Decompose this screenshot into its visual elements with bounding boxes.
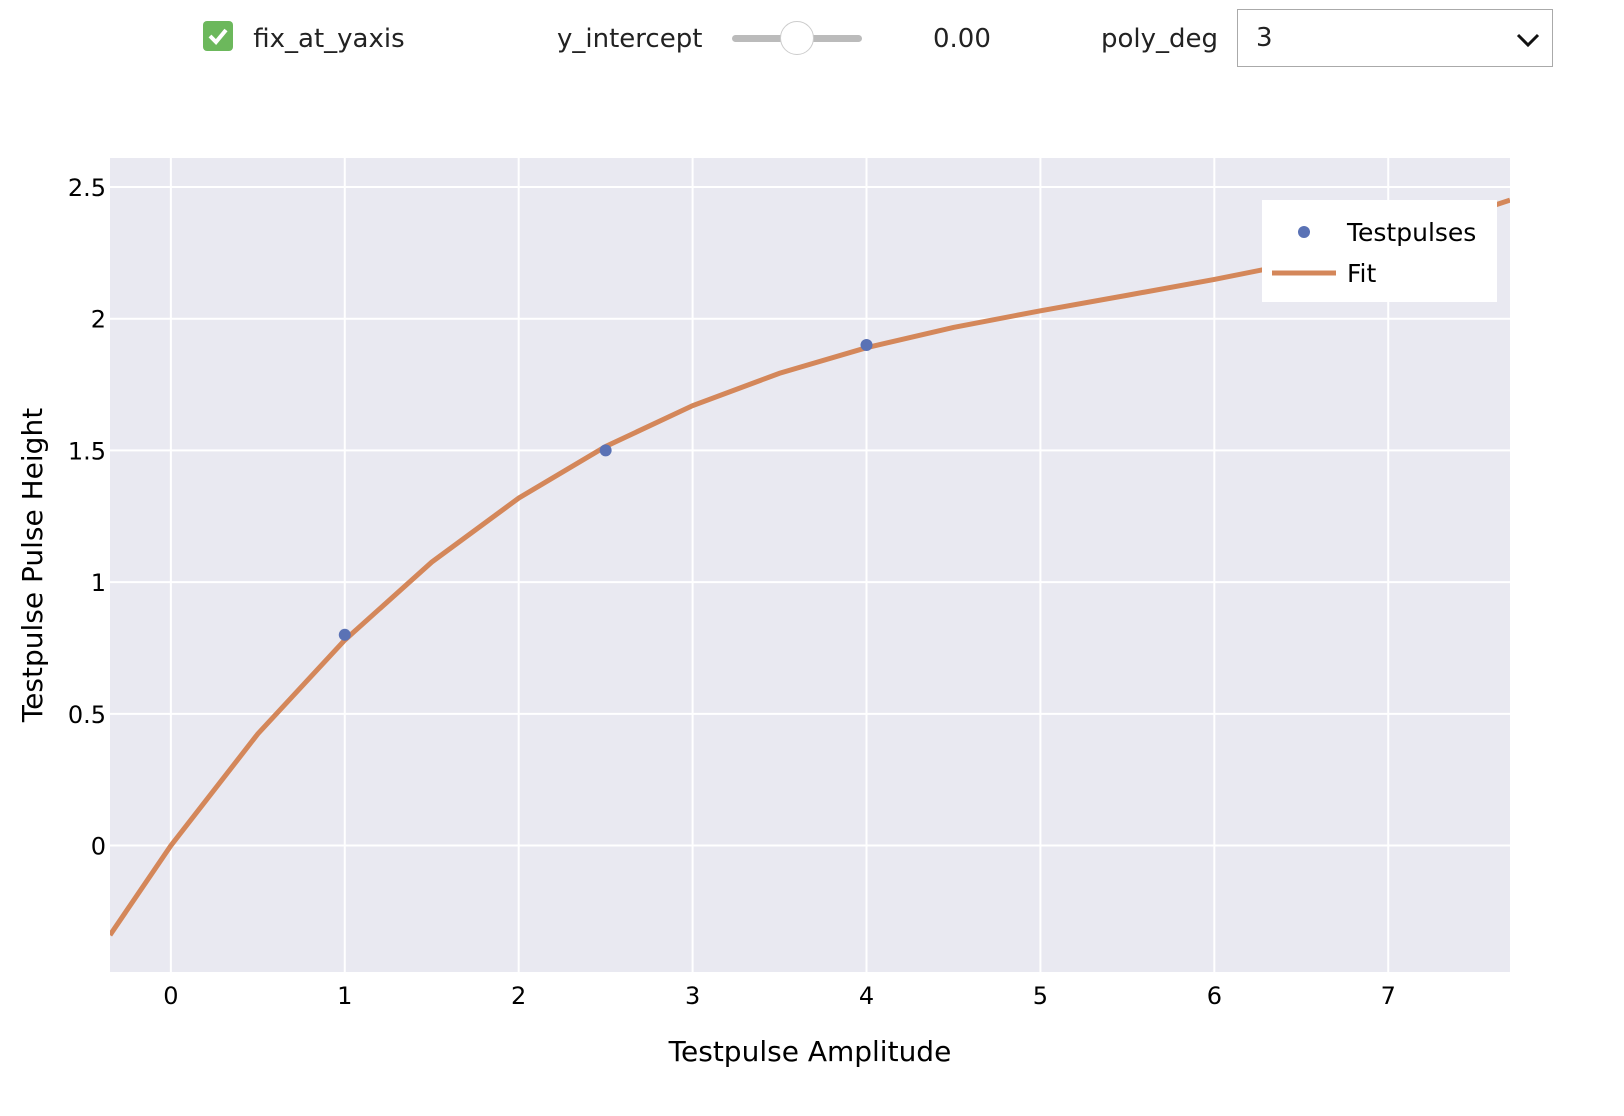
legend-box bbox=[1262, 200, 1497, 302]
y-tick-label: 2 bbox=[91, 306, 106, 334]
x-tick-label: 7 bbox=[1381, 982, 1396, 1010]
select[interactable]: 3 bbox=[1237, 9, 1553, 67]
data-point bbox=[338, 628, 351, 641]
dropdown-arrow bbox=[1516, 33, 1540, 48]
y-axis-title: Testpulse Pulse Height bbox=[16, 408, 49, 723]
slider-handle[interactable] bbox=[780, 21, 814, 55]
x-tick-label: 2 bbox=[511, 982, 526, 1010]
data-point bbox=[599, 444, 612, 457]
x-tick-label: 6 bbox=[1207, 982, 1222, 1010]
x-axis-title: Testpulse Amplitude bbox=[668, 1035, 952, 1068]
checkbox-control[interactable]: fix_at_yaxis bbox=[203, 20, 405, 58]
y-tick-label: 0.5 bbox=[68, 701, 106, 729]
x-tick-label: 1 bbox=[337, 982, 352, 1010]
data-point bbox=[860, 339, 873, 352]
select-label: poly_deg bbox=[1101, 24, 1219, 54]
checkbox[interactable] bbox=[203, 20, 233, 51]
legend-label: Testpulses bbox=[1346, 218, 1476, 247]
check-icon bbox=[208, 28, 228, 45]
select-value: 3 bbox=[1256, 23, 1273, 53]
x-tick-label: 3 bbox=[685, 982, 700, 1010]
x-tick-label: 4 bbox=[859, 982, 874, 1010]
checkbox-label: fix_at_yaxis bbox=[253, 24, 405, 54]
y-tick-label: 1 bbox=[91, 569, 106, 597]
y-tick-label: 0 bbox=[91, 833, 106, 861]
y-tick-label: 1.5 bbox=[68, 437, 106, 465]
x-tick-label: 5 bbox=[1033, 982, 1048, 1010]
fit-line bbox=[110, 197, 1510, 937]
x-tick-label: 0 bbox=[163, 982, 178, 1010]
y-tick-label: 2.5 bbox=[68, 174, 106, 202]
legend-label: Fit bbox=[1347, 259, 1377, 288]
slider-readout: 0.00 bbox=[933, 24, 991, 54]
legend-marker bbox=[1298, 226, 1310, 238]
slider-label: y_intercept bbox=[557, 24, 703, 54]
